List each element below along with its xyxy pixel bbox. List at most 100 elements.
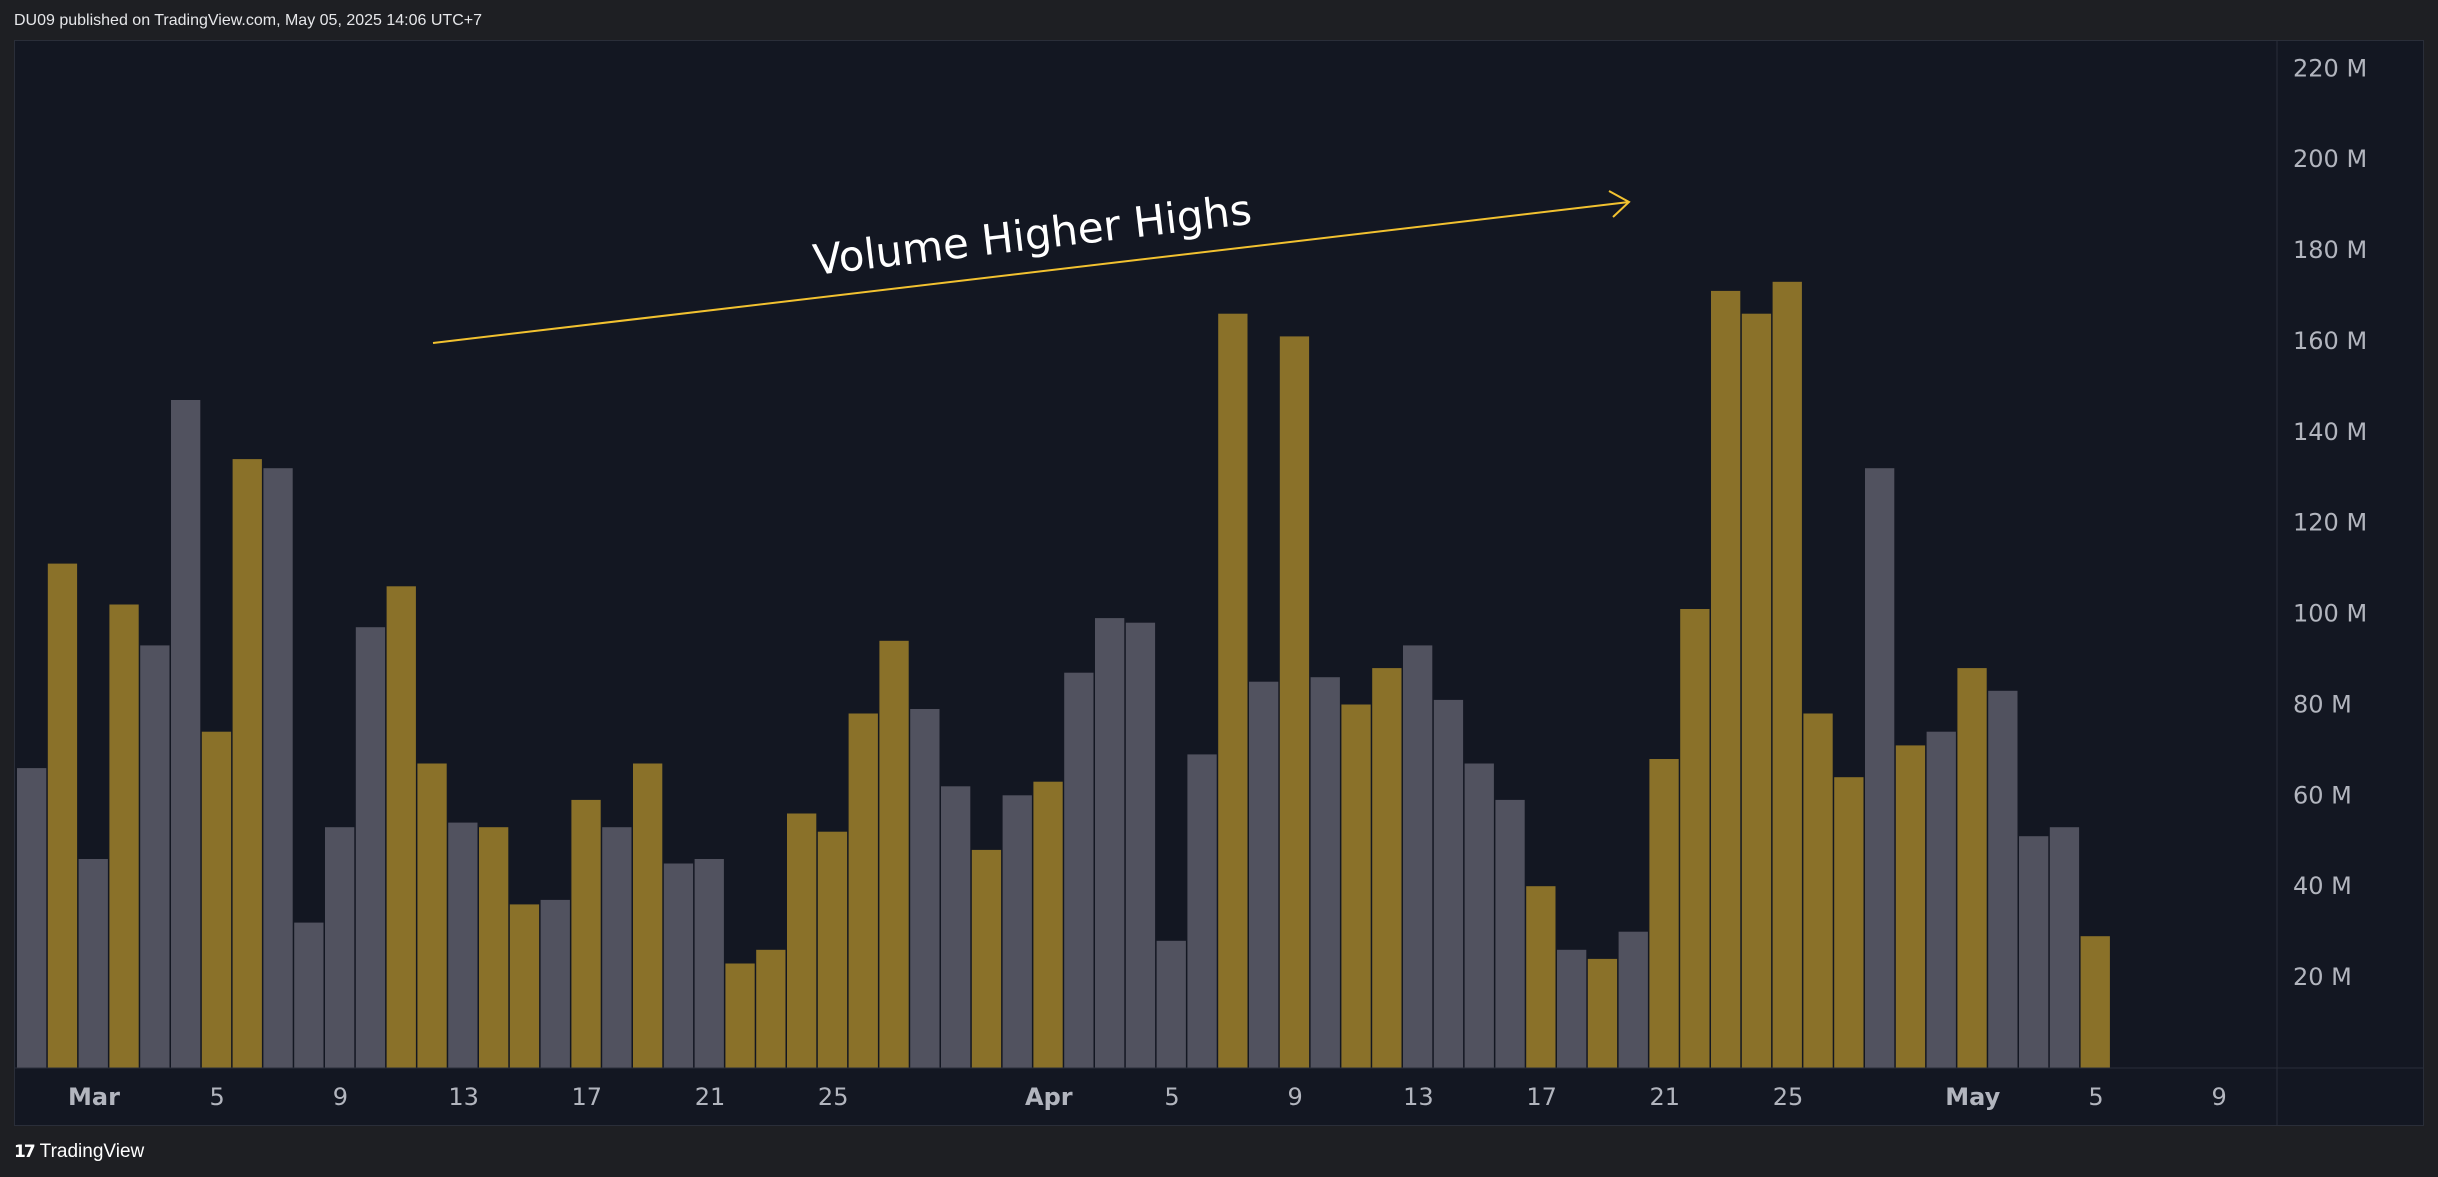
volume-bar[interactable] xyxy=(1834,777,1864,1068)
volume-bar[interactable] xyxy=(509,904,540,1068)
chart-panel[interactable]: 20 M 40 M 60 M 80 M 100 M 120 M 140 M 160 M 180 … xyxy=(14,40,2424,1126)
volume-bar[interactable] xyxy=(971,849,1002,1068)
volume-bar[interactable] xyxy=(479,827,509,1068)
volume-bar[interactable] xyxy=(1156,940,1186,1068)
x-tick-label: 13 xyxy=(448,1083,479,1111)
x-tick-label: 21 xyxy=(695,1083,726,1111)
volume-bar[interactable] xyxy=(1249,681,1279,1068)
volume-bar[interactable] xyxy=(1464,763,1494,1069)
y-tick-label: 160 M xyxy=(2293,327,2367,355)
volume-bar[interactable] xyxy=(663,863,694,1069)
volume-bar[interactable] xyxy=(1495,799,1525,1068)
volume-bar[interactable] xyxy=(78,859,108,1068)
volume-bar[interactable] xyxy=(633,763,663,1069)
x-tick-label: 5 xyxy=(2088,1083,2103,1111)
y-tick-label: 140 M xyxy=(2293,418,2367,446)
y-tick-label: 220 M xyxy=(2293,54,2367,82)
volume-bar[interactable] xyxy=(1895,745,1926,1068)
volume-bar[interactable] xyxy=(1803,713,1833,1069)
volume-bar[interactable] xyxy=(171,400,201,1068)
volume-bar[interactable] xyxy=(1557,949,1587,1068)
annotation-layer[interactable]: Volume Higher Highs xyxy=(432,185,1631,344)
y-tick-label: 100 M xyxy=(2293,600,2367,628)
x-tick-label: 17 xyxy=(572,1083,603,1111)
volume-bar[interactable] xyxy=(2080,936,2110,1068)
top-bar: DU09 published on TradingView.com, May 0… xyxy=(0,0,2438,40)
volume-bar[interactable] xyxy=(848,713,878,1069)
volume-bar[interactable] xyxy=(1772,281,1802,1068)
volume-bar[interactable] xyxy=(694,859,724,1068)
y-tick-label: 80 M xyxy=(2293,691,2352,719)
volume-bar[interactable] xyxy=(1741,313,1772,1068)
volume-bar[interactable] xyxy=(1618,931,1648,1068)
volume-bar[interactable] xyxy=(294,922,324,1068)
volume-bar[interactable] xyxy=(1957,668,1987,1068)
volume-bar[interactable] xyxy=(386,586,416,1068)
trend-arrow-line[interactable] xyxy=(432,201,1630,344)
volume-bar[interactable] xyxy=(325,827,355,1068)
volume-bar[interactable] xyxy=(201,731,232,1068)
volume-chart[interactable]: 20 M 40 M 60 M 80 M 100 M 120 M 140 M 160 M 180 … xyxy=(15,41,2423,1125)
volume-bar[interactable] xyxy=(1926,731,1956,1068)
x-tick-label: May xyxy=(1945,1083,2000,1111)
volume-bar[interactable] xyxy=(2019,836,2049,1068)
volume-bar[interactable] xyxy=(1064,672,1094,1068)
volume-bar[interactable] xyxy=(1587,958,1618,1068)
y-tick-label: 200 M xyxy=(2293,145,2367,173)
volume-bar[interactable] xyxy=(140,645,170,1068)
volume-bar[interactable] xyxy=(1711,290,1741,1068)
volume-bar[interactable] xyxy=(232,459,262,1069)
x-tick-label: Mar xyxy=(68,1083,120,1111)
volume-bar[interactable] xyxy=(602,827,632,1068)
volume-bar[interactable] xyxy=(17,768,47,1068)
volume-bar[interactable] xyxy=(817,831,848,1068)
price-scale[interactable]: 20 M 40 M 60 M 80 M 100 M 120 M 140 M 160 M 180 … xyxy=(2293,54,2367,991)
y-tick-label: 60 M xyxy=(2293,781,2352,809)
time-scale[interactable]: Mar 5 9 13 17 21 25 Apr 5 9 13 17 21 25 May 5 9 xyxy=(68,1083,2227,1111)
volume-bar[interactable] xyxy=(1187,754,1217,1068)
volume-bar[interactable] xyxy=(417,763,447,1069)
volume-bar[interactable] xyxy=(1218,313,1248,1068)
x-tick-label: Apr xyxy=(1025,1083,1073,1111)
volume-bar[interactable] xyxy=(1095,618,1125,1068)
volume-bar[interactable] xyxy=(1649,759,1679,1068)
volume-bar[interactable] xyxy=(1033,781,1063,1068)
tradingview-logo-text: TradingView xyxy=(39,1141,145,1162)
bottom-bar xyxy=(0,1126,2438,1177)
x-tick-label: 13 xyxy=(1403,1083,1434,1111)
volume-bar[interactable] xyxy=(1310,677,1340,1068)
volume-bar[interactable] xyxy=(725,963,755,1069)
tradingview-logo[interactable]: 17 TradingView xyxy=(14,1141,145,1162)
volume-bar[interactable] xyxy=(571,799,601,1068)
volume-bar[interactable] xyxy=(1372,668,1402,1068)
volume-bar[interactable] xyxy=(448,822,478,1068)
volume-bar[interactable] xyxy=(756,949,786,1068)
volume-bar[interactable] xyxy=(1341,704,1371,1069)
volume-bar[interactable] xyxy=(787,813,817,1069)
volume-bar[interactable] xyxy=(355,627,386,1068)
volume-bar[interactable] xyxy=(540,899,570,1068)
annotation-text[interactable]: Volume Higher Highs xyxy=(810,185,1254,285)
volume-bar[interactable] xyxy=(1125,622,1156,1068)
publish-info: DU09 published on TradingView.com, May 0… xyxy=(14,12,482,29)
volume-bar[interactable] xyxy=(1680,609,1710,1068)
volume-bar[interactable] xyxy=(1403,645,1433,1068)
volume-bar[interactable] xyxy=(1279,336,1310,1068)
x-tick-label: 9 xyxy=(2212,1083,2227,1111)
volume-bar[interactable] xyxy=(1526,886,1556,1068)
volume-bar[interactable] xyxy=(879,640,909,1068)
y-tick-label: 20 M xyxy=(2293,963,2352,991)
volume-bar[interactable] xyxy=(1988,690,2018,1068)
volume-bar[interactable] xyxy=(2049,827,2080,1068)
volume-bar[interactable] xyxy=(941,786,971,1068)
volume-bar[interactable] xyxy=(47,563,78,1068)
x-tick-label: 17 xyxy=(1526,1083,1557,1111)
volume-bar[interactable] xyxy=(1433,699,1464,1068)
volume-bar[interactable] xyxy=(109,604,139,1069)
volume-bar[interactable] xyxy=(910,709,940,1068)
volume-bar[interactable] xyxy=(1865,468,1895,1068)
volume-bar[interactable] xyxy=(1002,795,1032,1068)
y-tick-label: 40 M xyxy=(2293,872,2352,900)
volume-bar[interactable] xyxy=(263,468,293,1068)
x-tick-label: 25 xyxy=(1773,1083,1804,1111)
